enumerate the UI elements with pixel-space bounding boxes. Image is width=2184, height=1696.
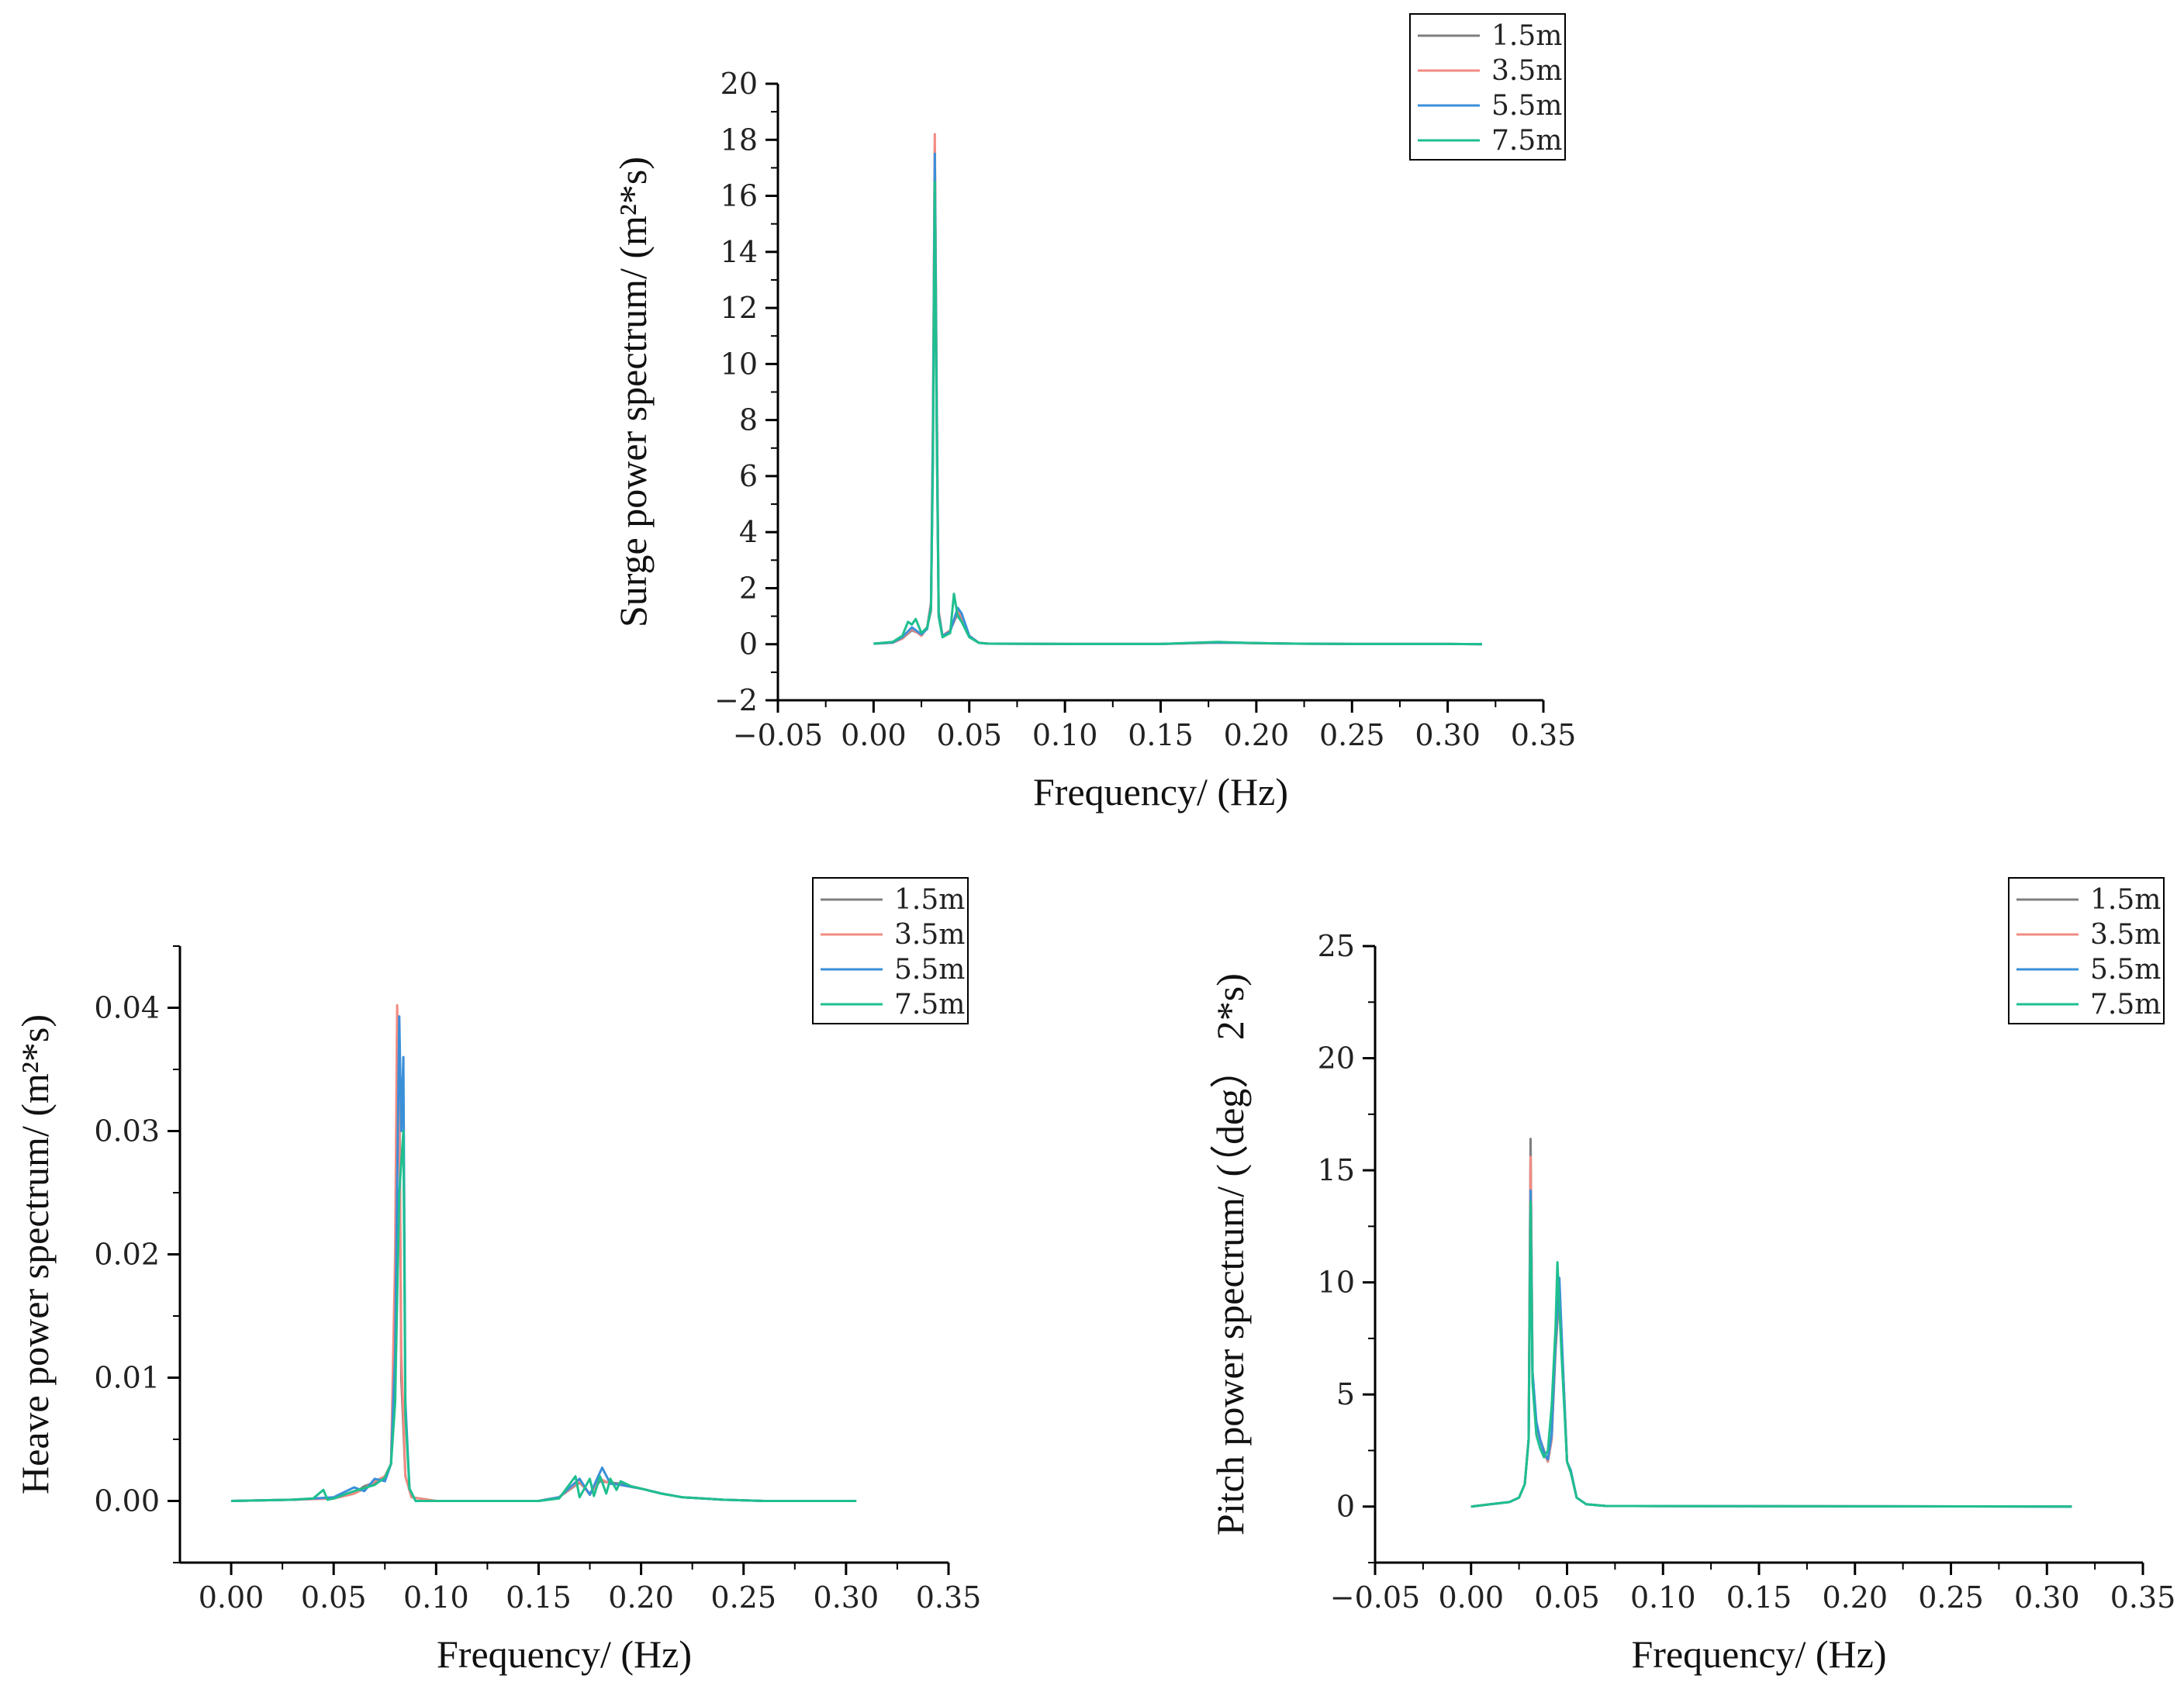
legend-label: 7.5m xyxy=(894,989,965,1021)
y-axis-title: Heave power spectrum/ (m²*s) xyxy=(13,1014,57,1494)
x-tick-label: 0.00 xyxy=(841,718,907,752)
legend-label: 5.5m xyxy=(1491,90,1562,122)
legend-box xyxy=(1409,13,1566,161)
series-line-3.5m xyxy=(873,133,1483,646)
y-tick-label: 0 xyxy=(1336,1490,1355,1524)
x-tick-label: 0.10 xyxy=(1032,718,1098,752)
series-line-5.5m xyxy=(873,152,1483,646)
pitch-chart: −0.05 0.00 0.05 0.10 0.15 0.20 0.25 0.30 0.35 0 5 1… xyxy=(1208,877,2176,1676)
y-tick-label: 10 xyxy=(1318,1266,1355,1300)
legend-label: 5.5m xyxy=(894,954,965,986)
x-tick-label: 0.15 xyxy=(1128,718,1194,752)
x-tick-label: 0.00 xyxy=(199,1580,264,1615)
y-tick-label: 18 xyxy=(721,123,758,157)
y-tick-label: 16 xyxy=(721,179,758,213)
x-tick-label: 0.05 xyxy=(936,718,1002,752)
y-tick-label: 0.04 xyxy=(94,991,160,1025)
y-tick-label: 0.01 xyxy=(94,1361,160,1395)
x-tick-label: −0.05 xyxy=(1330,1580,1420,1615)
y-tick-label: 10 xyxy=(721,347,758,381)
x-tick-label: 0.20 xyxy=(1822,1580,1888,1615)
x-tick-label: 0.25 xyxy=(1319,718,1385,752)
series-line-7.5m xyxy=(231,1130,857,1502)
legend-label: 7.5m xyxy=(1491,125,1562,157)
y-tick-label: 8 xyxy=(739,403,758,437)
series-line-5.5m xyxy=(231,1015,857,1502)
y-tick-label: 5 xyxy=(1336,1377,1355,1411)
series-line-1.5m xyxy=(231,1018,857,1502)
legend-label: 3.5m xyxy=(894,919,965,951)
legend: 1.5m3.5m5.5m7.5m xyxy=(1409,13,1566,161)
legend-label: 1.5m xyxy=(1491,20,1562,52)
x-tick-label: 0.30 xyxy=(1415,718,1481,752)
y-tick-label: 0 xyxy=(739,627,758,661)
legend-label: 1.5m xyxy=(2090,884,2161,916)
y-tick-label: 6 xyxy=(739,459,758,493)
x-axis-title: Frequency/ (Hz) xyxy=(1631,1632,1886,1676)
y-tick-label: 2 xyxy=(739,571,758,605)
series-line-7.5m xyxy=(873,181,1483,646)
y-tick-label: 20 xyxy=(1318,1041,1355,1076)
x-tick-label: 0.20 xyxy=(1224,718,1290,752)
y-tick-label: 25 xyxy=(1318,929,1355,963)
x-tick-label: 0.10 xyxy=(403,1580,469,1615)
legend-label: 7.5m xyxy=(2090,989,2161,1021)
x-tick-label: 0.05 xyxy=(301,1580,367,1615)
heave-chart: 0.00 0.05 0.10 0.15 0.20 0.25 0.30 0.35 0.00 0.01… xyxy=(13,877,982,1676)
y-tick-label: 14 xyxy=(721,235,758,269)
y-axis-title: Pitch power spectrum/ (（deg） 2*s) xyxy=(1208,973,1252,1535)
legend-label: 3.5m xyxy=(2090,919,2161,951)
x-tick-label: 0.30 xyxy=(814,1580,879,1615)
y-tick-label: −2 xyxy=(714,683,758,717)
y-tick-label: 15 xyxy=(1318,1153,1355,1187)
x-tick-label: 0.00 xyxy=(1438,1580,1504,1615)
legend: 1.5m3.5m5.5m7.5m xyxy=(812,877,969,1024)
x-tick-label: 0.20 xyxy=(608,1580,674,1615)
x-tick-label: 0.35 xyxy=(1511,718,1577,752)
legend: 1.5m3.5m5.5m7.5m xyxy=(2008,877,2165,1024)
legend-box xyxy=(812,877,969,1024)
y-tick-label: 20 xyxy=(721,67,758,101)
x-tick-label: 0.15 xyxy=(1726,1580,1792,1615)
series-line-7.5m xyxy=(1470,1200,2072,1508)
y-tick-label: 12 xyxy=(721,291,758,325)
x-tick-label: 0.35 xyxy=(916,1580,982,1615)
x-tick-label: 0.15 xyxy=(506,1580,572,1615)
x-tick-label: 0.25 xyxy=(1918,1580,1984,1615)
series-line-1.5m xyxy=(873,147,1483,646)
y-axis-title: Surge power spectrum/ (m²*s) xyxy=(611,157,655,627)
y-tick-label: 4 xyxy=(739,515,758,549)
x-tick-label: −0.05 xyxy=(733,718,823,752)
x-axis-title: Frequency/ (Hz) xyxy=(1033,770,1288,813)
x-axis-title: Frequency/ (Hz) xyxy=(437,1632,692,1676)
y-tick-label: 0.02 xyxy=(94,1238,160,1272)
legend-label: 1.5m xyxy=(894,884,965,916)
x-tick-label: 0.35 xyxy=(2110,1580,2176,1615)
y-tick-label: 0.00 xyxy=(94,1484,160,1518)
legend-label: 5.5m xyxy=(2090,954,2161,986)
legend-box xyxy=(2008,877,2165,1024)
x-tick-label: 0.25 xyxy=(710,1580,776,1615)
surge-chart: −0.05 0.00 0.05 0.10 0.15 0.20 0.25 0.30 0.35 −2 0… xyxy=(611,13,1577,813)
x-tick-label: 0.30 xyxy=(2014,1580,2080,1615)
x-tick-label: 0.10 xyxy=(1630,1580,1696,1615)
y-tick-label: 0.03 xyxy=(94,1114,160,1149)
x-tick-label: 0.05 xyxy=(1534,1580,1600,1615)
legend-label: 3.5m xyxy=(1491,55,1562,87)
series-line-3.5m xyxy=(231,1003,857,1502)
